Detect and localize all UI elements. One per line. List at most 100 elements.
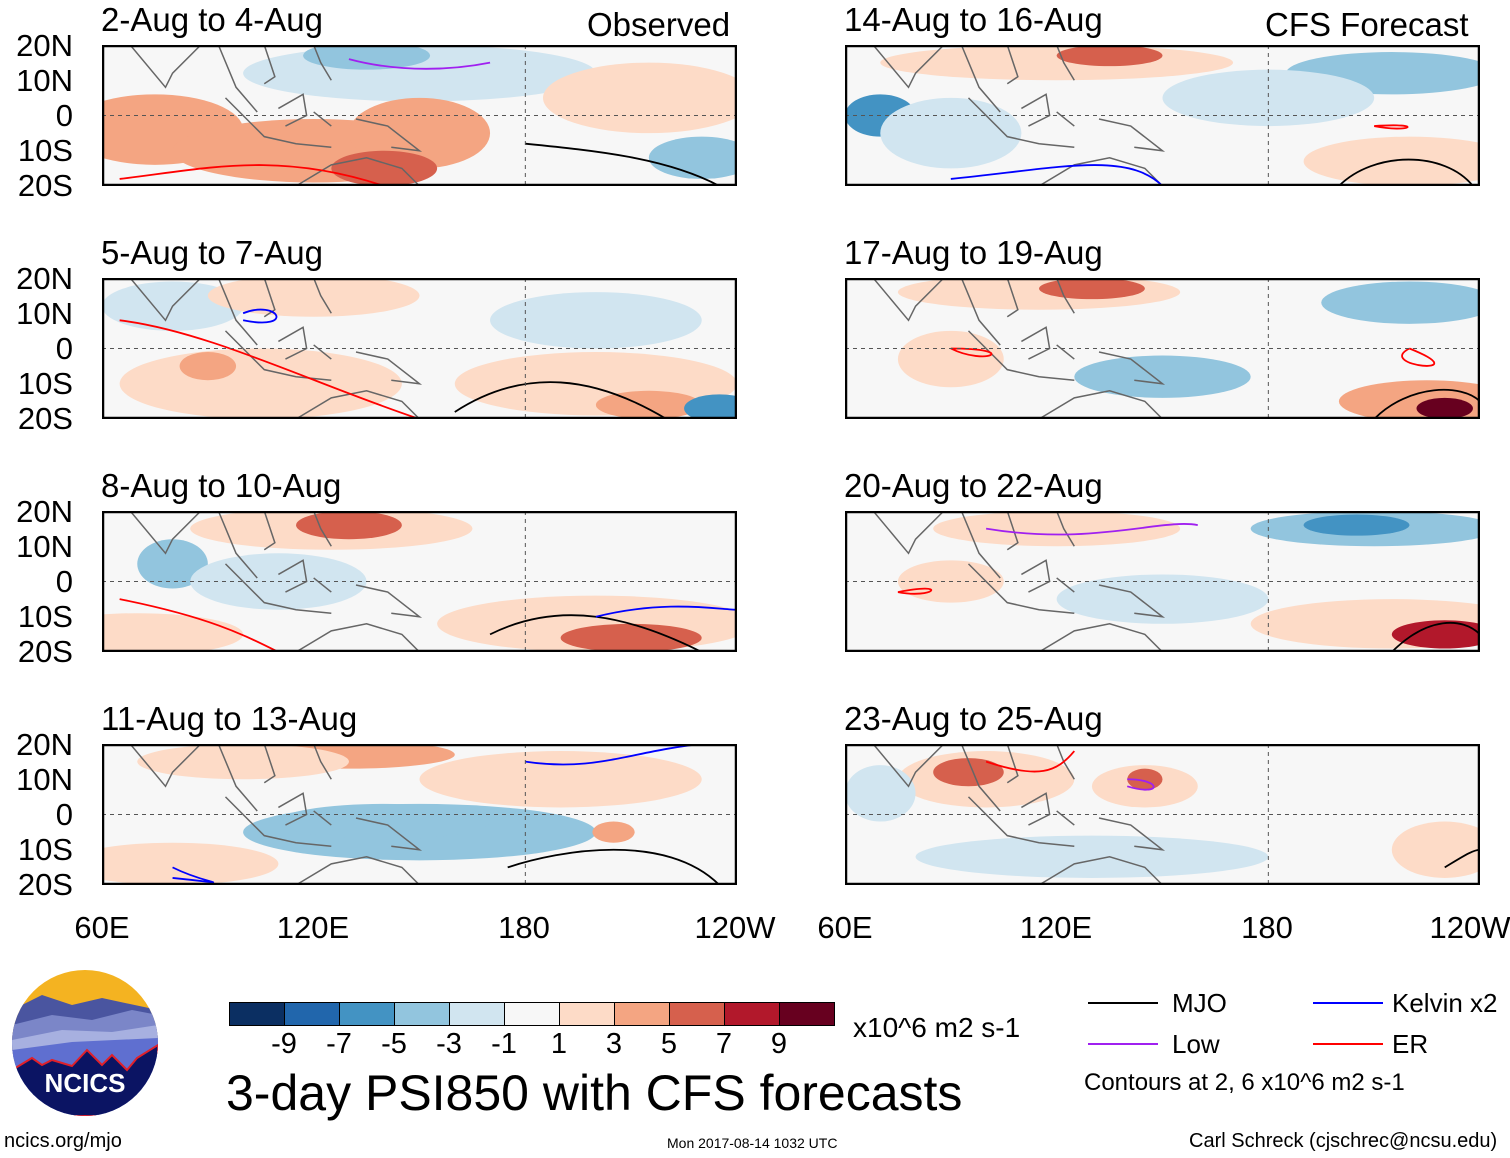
lat-label-0: 0 xyxy=(55,331,73,366)
lat-label-10n: 10N xyxy=(16,296,73,331)
shading-region xyxy=(102,842,279,885)
panel-title: 8-Aug to 10-Aug xyxy=(101,467,342,504)
shading-region xyxy=(1391,821,1480,878)
contour-line xyxy=(950,164,1164,186)
lat-label-20n: 20N xyxy=(16,261,73,296)
contour-line xyxy=(507,848,720,885)
lat-label-20n: 20N xyxy=(16,494,73,529)
map-panel-right-3 xyxy=(845,511,1480,652)
er-legend-label: ER xyxy=(1392,1029,1429,1059)
contour-line xyxy=(1401,347,1436,367)
contour-line xyxy=(595,605,737,618)
timestamp: Mon 2017-08-14 1032 UTC xyxy=(667,1135,838,1151)
mjo-legend-line xyxy=(1088,1002,1158,1004)
panel-title: 20-Aug to 22-Aug xyxy=(844,467,1103,504)
shading-region xyxy=(278,803,491,840)
er-legend-line xyxy=(1313,1043,1383,1045)
map-panel-right-4 xyxy=(845,744,1480,885)
lon-label-left-120e: 120E xyxy=(276,910,350,945)
shading-region xyxy=(1039,278,1145,300)
shading-region xyxy=(1074,355,1251,398)
colorbar-tick-label: -1 xyxy=(491,1028,517,1060)
colorbar-tick-label: 1 xyxy=(550,1028,568,1060)
shading-region xyxy=(592,821,635,843)
ncics-logo: NCICS xyxy=(12,970,158,1116)
shading-region xyxy=(296,511,402,540)
lat-label-20s: 20S xyxy=(17,634,73,669)
contour-line xyxy=(1373,388,1480,419)
low-legend-line xyxy=(1088,1043,1158,1045)
panel-title: 17-Aug to 19-Aug xyxy=(844,234,1103,271)
lon-label-right-120e: 120E xyxy=(1019,910,1093,945)
contour-line xyxy=(1338,158,1474,186)
colorbar-swatch xyxy=(340,1003,395,1025)
site-link[interactable]: ncics.org/mjo xyxy=(4,1130,122,1152)
shading-region xyxy=(684,394,737,419)
lat-label-10n: 10N xyxy=(16,63,73,98)
contour-line xyxy=(950,347,993,358)
shading-region xyxy=(845,765,916,822)
contour-note: Contours at 2, 6 x10^6 m2 s-1 xyxy=(1084,1069,1405,1096)
colorbar-swatch xyxy=(230,1003,285,1025)
coastline xyxy=(129,45,423,186)
contour-line xyxy=(454,381,667,419)
shading-region xyxy=(490,292,702,349)
contour-line xyxy=(1126,778,1155,791)
lat-label-0: 0 xyxy=(55,564,73,599)
shading-region xyxy=(560,623,702,652)
lat-label-10n: 10N xyxy=(16,529,73,564)
colorbar-ticks: -9 -7 -5 -3 -1 1 3 5 7 9 xyxy=(229,1028,829,1063)
shading-region xyxy=(1162,69,1375,127)
shading-region xyxy=(102,613,244,652)
kelvin-legend-line xyxy=(1313,1002,1383,1004)
lat-label-20n: 20N xyxy=(16,727,73,762)
colorbar-tick-label: -5 xyxy=(381,1028,407,1060)
shading-region xyxy=(207,278,420,317)
colorbar-tick-label: -7 xyxy=(326,1028,352,1060)
panel-title: 23-Aug to 25-Aug xyxy=(844,700,1103,737)
shading-region xyxy=(1416,397,1473,419)
shading-region xyxy=(179,352,237,381)
panel-title: 11-Aug to 13-Aug xyxy=(101,700,358,737)
map-panel-left-4 xyxy=(102,744,737,885)
map-panel-left-3 xyxy=(102,511,737,652)
lat-label-10s: 10S xyxy=(17,133,73,168)
panel-title: 5-Aug to 7-Aug xyxy=(101,234,323,271)
colorbar-tick-label: 7 xyxy=(715,1028,733,1060)
mjo-legend-label: MJO xyxy=(1172,988,1227,1018)
shading-region xyxy=(419,751,702,808)
shading-region xyxy=(915,835,1269,878)
lon-label-left-60e: 60E xyxy=(74,910,130,945)
contour-line xyxy=(119,319,420,419)
contour-line xyxy=(172,866,214,884)
contour-legend: MJO Kelvin x2 Low ER xyxy=(1088,988,1508,1068)
colorbar-tick-label: 3 xyxy=(605,1028,623,1060)
lat-label-10n: 10N xyxy=(16,762,73,797)
coastline xyxy=(872,45,1166,186)
shading-region xyxy=(1056,45,1163,67)
figure-title: 3-day PSI850 with CFS forecasts xyxy=(226,1065,963,1121)
colorbar-tick-label: 9 xyxy=(770,1028,788,1060)
units-label: x10^6 m2 s-1 xyxy=(853,1012,1021,1043)
contour-line xyxy=(242,308,278,324)
panel-frame xyxy=(845,744,1480,885)
coastline xyxy=(129,278,423,419)
colorbar-swatch xyxy=(505,1003,560,1025)
low-legend-label: Low xyxy=(1172,1029,1220,1059)
map-panel-left-2 xyxy=(102,278,737,419)
lon-label-right-180: 180 xyxy=(1241,910,1293,945)
panel-title: 2-Aug to 4-Aug xyxy=(101,1,323,38)
colorbar-swatch xyxy=(670,1003,725,1025)
panel-frame xyxy=(845,511,1480,652)
observed-label: Observed xyxy=(587,6,731,43)
contour-line xyxy=(897,587,933,595)
map-panel-left-1 xyxy=(102,45,737,186)
shading-region xyxy=(933,511,1181,547)
lat-label-10s: 10S xyxy=(17,366,73,401)
lon-label-right-120w: 120W xyxy=(1429,910,1510,945)
colorbar-swatch xyxy=(615,1003,670,1025)
contour-line xyxy=(525,142,720,186)
logo-text: NCICS xyxy=(45,1068,126,1098)
colorbar-swatch xyxy=(725,1003,780,1025)
shading-region xyxy=(648,136,737,179)
